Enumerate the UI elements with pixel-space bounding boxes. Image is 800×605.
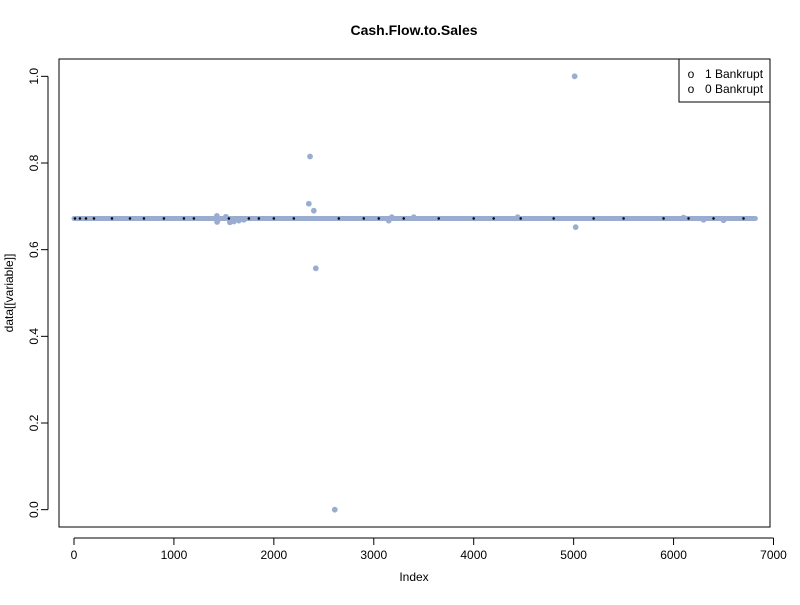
- point-bankrupt-0: [235, 217, 242, 224]
- point-bankrupt-1: [742, 217, 745, 220]
- point-bankrupt-0: [572, 224, 579, 231]
- point-bankrupt-0: [388, 214, 395, 221]
- x-tick-label: 3000: [360, 548, 387, 562]
- y-tick-label: 0.4: [27, 328, 41, 345]
- point-bankrupt-1: [519, 217, 522, 220]
- point-bankrupt-0: [410, 214, 417, 221]
- point-bankrupt-1: [272, 217, 276, 220]
- point-bankrupt-1: [472, 217, 476, 220]
- point-bankrupt-1: [110, 217, 114, 220]
- x-tick-label: 6000: [660, 548, 687, 562]
- point-bankrupt-1: [622, 217, 625, 220]
- point-bankrupt-1: [712, 217, 715, 220]
- point-bankrupt-1: [192, 217, 196, 220]
- point-bankrupt-1: [662, 217, 665, 220]
- x-tick-label: 2000: [260, 548, 287, 562]
- legend-marker: o: [688, 67, 695, 81]
- point-bankrupt-1: [84, 217, 88, 220]
- point-bankrupt-1: [592, 217, 595, 220]
- point-bankrupt-0: [305, 200, 312, 207]
- legend-box: [678, 58, 771, 103]
- y-axis-label: data[[variable]]: [2, 254, 16, 333]
- point-bankrupt-0: [700, 216, 707, 223]
- legend-label: 0 Bankrupt: [705, 82, 764, 96]
- point-bankrupt-1: [142, 217, 146, 220]
- point-bankrupt-1: [337, 217, 341, 220]
- point-bankrupt-1: [687, 217, 690, 220]
- point-bankrupt-0: [230, 218, 237, 225]
- y-tick-label: 0.2: [27, 414, 41, 431]
- y-tick-label: 0.0: [27, 501, 41, 518]
- x-tick-label: 4000: [460, 548, 487, 562]
- point-bankrupt-1: [552, 217, 555, 220]
- x-axis: 0 1000 2000 3000 4000 5000 6000 7000: [71, 537, 787, 562]
- x-tick-label: 7000: [760, 548, 787, 562]
- point-bankrupt-1: [247, 217, 251, 220]
- point-bankrupt-1: [78, 217, 82, 220]
- x-tick-label: 0: [71, 548, 78, 562]
- point-bankrupt-1: [402, 217, 406, 220]
- x-tick-label: 1000: [161, 548, 188, 562]
- chart-title: Cash.Flow.to.Sales: [350, 22, 477, 38]
- legend-label: 1 Bankrupt: [705, 67, 764, 81]
- y-axis: 0.0 0.2 0.4 0.6 0.8 1.0: [27, 68, 49, 518]
- point-bankrupt-1: [128, 217, 132, 220]
- point-bankrupt-0: [222, 213, 229, 220]
- point-bankrupt-0: [240, 216, 247, 223]
- point-bankrupt-1: [362, 217, 366, 220]
- x-axis-label: Index: [399, 570, 428, 584]
- point-bankrupt-1: [437, 217, 441, 220]
- point-bankrupt-1: [73, 217, 77, 220]
- point-bankrupt-0: [310, 207, 317, 214]
- y-tick-label: 0.8: [27, 154, 41, 171]
- point-bankrupt-1: [292, 217, 296, 220]
- point-bankrupt-1: [377, 217, 381, 220]
- point-bankrupt-0: [514, 214, 521, 221]
- plot-frame: [58, 58, 771, 528]
- point-bankrupt-0: [571, 73, 578, 80]
- y-tick-label: 0.6: [27, 241, 41, 258]
- point-bankrupt-1: [92, 217, 96, 220]
- point-bankrupt-0: [331, 506, 338, 513]
- x-tick-label: 5000: [560, 548, 587, 562]
- point-bankrupt-0: [307, 153, 313, 160]
- point-bankrupt-1: [257, 217, 261, 220]
- point-bankrupt-1: [492, 217, 495, 220]
- point-bankrupt-1: [182, 217, 186, 220]
- point-bankrupt-0: [214, 216, 221, 223]
- point-bankrupt-0: [680, 214, 687, 221]
- point-bankrupt-0: [312, 265, 319, 272]
- point-bankrupt-1: [162, 217, 166, 220]
- legend-marker: o: [688, 82, 695, 96]
- point-bankrupt-0: [720, 217, 727, 224]
- data-points: [71, 73, 758, 513]
- legend: o 1 Bankrupt o 0 Bankrupt: [678, 58, 771, 103]
- y-tick-label: 1.0: [27, 68, 41, 85]
- point-bankrupt-1: [227, 217, 231, 220]
